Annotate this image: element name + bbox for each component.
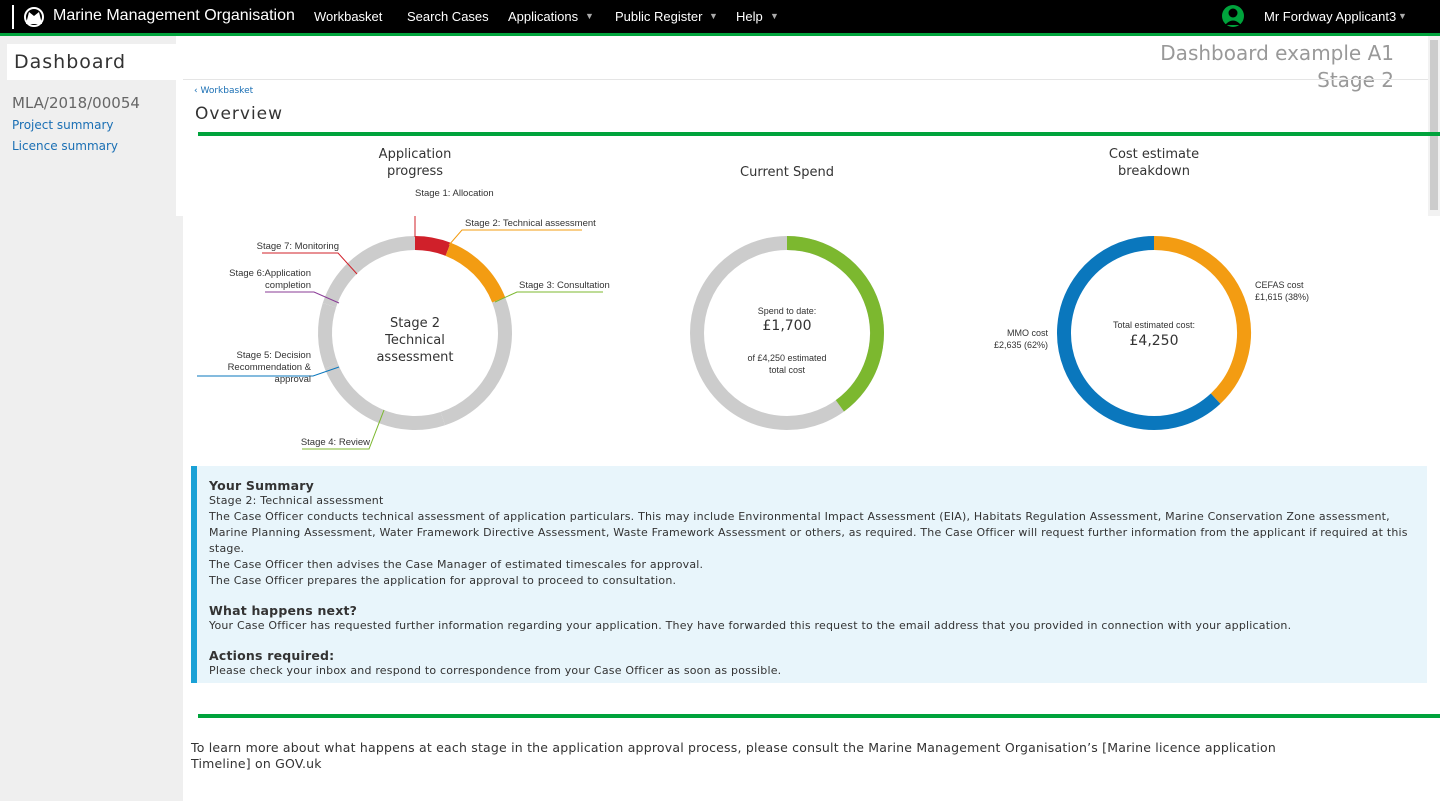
next-heading: What happens next? [209, 603, 358, 618]
breadcrumb[interactable]: ‹ Workbasket [194, 86, 254, 96]
stage-label: Stage 7: Monitoring [256, 241, 339, 252]
donut-segment [324, 363, 445, 430]
summary-line: Stage 2: Technical assessment [209, 494, 384, 507]
center-label: Total estimated cost: [1112, 320, 1196, 330]
stage-label: Stage 5: Decision Recommendation & appro… [227, 350, 311, 385]
sidebar-title: Dashboard [14, 51, 127, 73]
breadcrumb-link[interactable]: Workbasket [200, 86, 254, 96]
donut-segment [318, 303, 338, 369]
example-title: Dashboard example A1 [1160, 41, 1394, 65]
user-avatar [1222, 5, 1244, 27]
leader-line [448, 229, 582, 246]
center-note: of £4,250 estimated total cost [747, 353, 827, 375]
donut-segment [414, 236, 451, 256]
actions-text: Please check your inbox and respond to c… [209, 664, 782, 677]
divider [183, 79, 1428, 80]
chart-title: Application progress [378, 147, 452, 179]
nav-item[interactable]: Search Cases [407, 9, 489, 24]
chart-title: Current Spend [740, 165, 834, 180]
center-value: £4,250 [1129, 333, 1179, 349]
stage-label: Stage 3: Consultation [519, 280, 610, 291]
legend-entry: CEFAS cost £1,615 (38%) [1255, 279, 1355, 303]
crest-icon [12, 5, 44, 29]
summary-heading: Your Summary [209, 478, 315, 493]
header-panel [176, 36, 1428, 216]
nav-caret: ▼ [585, 11, 594, 21]
stage-label: Stage 1: Allocation [415, 188, 494, 199]
donut-segment [348, 236, 416, 273]
legend-entry: MMO cost £2,635 (62%) [948, 327, 1048, 351]
nav-item[interactable]: Applications [508, 9, 579, 24]
scrollbar [1428, 36, 1440, 216]
legend-value: £2,635 (62%) [993, 340, 1048, 350]
footer-text: To learn more about what happens at each… [191, 740, 1276, 771]
sidebar-link[interactable]: Licence summary [12, 139, 119, 153]
nav-caret: ▼ [770, 11, 779, 21]
leader-line [265, 291, 340, 304]
sidebar-links: Project summary Licence summary [12, 116, 118, 160]
next-text: Your Case Officer has requested further … [209, 619, 1292, 632]
donut-segment [1057, 236, 1221, 430]
donut-segment [322, 262, 359, 308]
stage-label: Stage 2: Technical assessment [465, 218, 596, 229]
center-value: £1,700 [762, 318, 812, 334]
leader-line [197, 366, 340, 377]
brand[interactable]: Marine Management Organisation [53, 7, 295, 24]
legend-name: CEFAS cost [1255, 280, 1304, 290]
nav-item[interactable]: Help [736, 9, 763, 24]
summary-line: The Case Officer conducts technical asse… [209, 510, 1408, 555]
sidebar-link[interactable]: Project summary [12, 118, 114, 132]
stage-label: Stage 4: Review [300, 437, 370, 448]
center-label: Spend to date: [757, 306, 817, 316]
donut-segment [445, 242, 506, 303]
donut-segment [440, 297, 512, 426]
leader-line [302, 409, 385, 450]
example-stage: Stage 2 [1317, 68, 1394, 92]
leader-line [262, 252, 358, 275]
summary-line: The Case Officer then advises the Case M… [209, 558, 704, 571]
example-label: Dashboard example A1 Stage 2 [1160, 40, 1394, 94]
user-menu[interactable]: Mr Fordway Applicant3 [1264, 9, 1397, 24]
case-ref: MLA/2018/00054 [12, 94, 140, 112]
nav-bar: Marine Management Organisation Workbaske… [0, 0, 1440, 36]
leader-line [494, 291, 603, 303]
sidebar: Dashboard MLA/2018/00054 Project summary… [0, 36, 183, 801]
nav-item[interactable]: Public Register [615, 9, 703, 24]
chart-title: Cost estimate breakdown [1108, 147, 1200, 179]
nav-caret: ▼ [709, 11, 718, 21]
legend-name: MMO cost [1006, 328, 1048, 338]
center-text: Stage 2 Technical assessment [376, 316, 454, 365]
actions-heading: Actions required: [209, 648, 335, 663]
green-rule [198, 132, 1440, 136]
green-rule [198, 714, 1440, 718]
heading: Overview [195, 104, 284, 124]
summary-line: The Case Officer prepares the applicatio… [209, 574, 677, 587]
summary-box: Your Summary Stage 2: Technical assessme… [191, 466, 1427, 683]
stage-label: Stage 6:Application completion [229, 268, 311, 291]
donut-segment [786, 236, 884, 412]
user-caret: ▼ [1398, 11, 1407, 21]
nav-item[interactable]: Workbasket [314, 9, 383, 24]
sidebar-title-box: Dashboard [7, 44, 183, 80]
legend-value: £1,615 (38%) [1255, 292, 1310, 302]
donut-segment [1153, 236, 1251, 404]
